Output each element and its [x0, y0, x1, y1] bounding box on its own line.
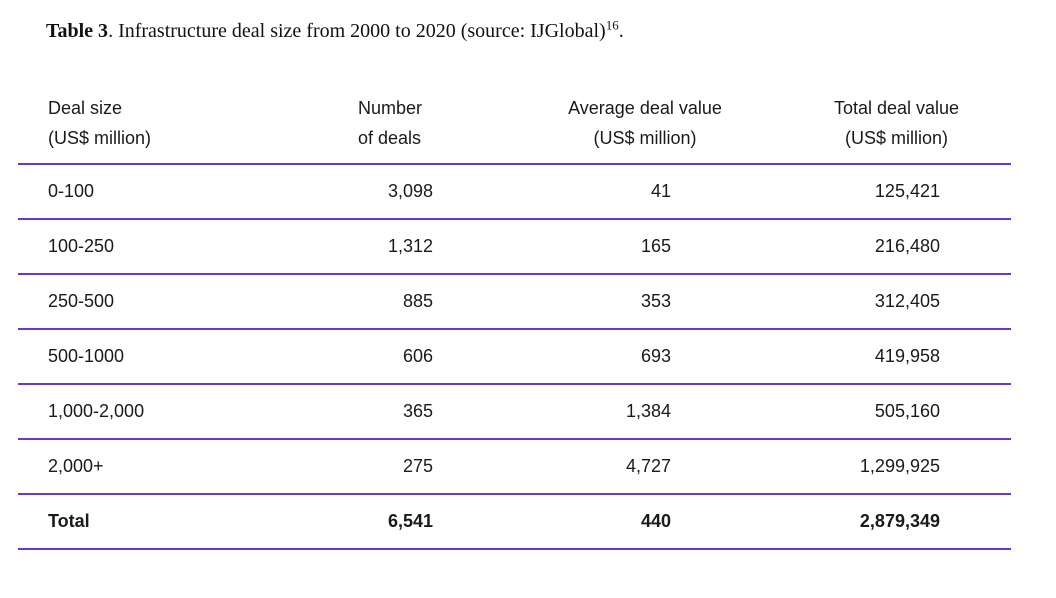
- cell-total-value: 125,421: [822, 164, 1011, 220]
- cell-num-deals: 365: [348, 384, 468, 440]
- cell-total-value: 419,958: [822, 329, 1011, 385]
- cell-deal-size: 250-500: [18, 274, 348, 330]
- table-row: 500-1000 606 693 419,958: [18, 329, 1011, 385]
- cell-total-total-value: 2,879,349: [822, 494, 1011, 550]
- cell-num-deals: 275: [348, 439, 468, 495]
- col-header-line: (US$ million): [844, 128, 949, 148]
- cell-deal-size: 1,000-2,000: [18, 384, 348, 440]
- col-header-line: Deal size: [48, 98, 123, 118]
- cell-total-value: 312,405: [822, 274, 1011, 330]
- cell-avg-value: 165: [468, 219, 822, 275]
- cell-num-deals: 606: [348, 329, 468, 385]
- col-header-deal-size: Deal size (US$ million): [18, 93, 348, 165]
- table-caption-label: Table 3: [46, 20, 109, 42]
- cell-deal-size: 2,000+: [18, 439, 348, 495]
- cell-deal-size: 0-100: [18, 164, 348, 220]
- table-row: 1,000-2,000 365 1,384 505,160: [18, 384, 1011, 440]
- col-header-line: Total deal value: [833, 98, 960, 118]
- table-caption-text: . Infrastructure deal size from 2000 to …: [108, 20, 606, 42]
- table-row: 2,000+ 275 4,727 1,299,925: [18, 439, 1011, 495]
- table-header-row: Deal size (US$ million) Number of deals …: [18, 93, 1011, 165]
- col-header-line: (US$ million): [48, 128, 152, 148]
- cell-total-value: 505,160: [822, 384, 1011, 440]
- cell-num-deals: 1,312: [348, 219, 468, 275]
- col-header-line: Number: [358, 98, 423, 118]
- table-total-row: Total 6,541 440 2,879,349: [18, 494, 1011, 550]
- table-row: 250-500 885 353 312,405: [18, 274, 1011, 330]
- cell-deal-size: 500-1000: [18, 329, 348, 385]
- col-header-total-deal-value: Total deal value (US$ million): [822, 93, 1011, 165]
- cell-avg-value: 693: [468, 329, 822, 385]
- cell-total-num-deals: 6,541: [348, 494, 468, 550]
- cell-total-avg-value: 440: [468, 494, 822, 550]
- cell-avg-value: 41: [468, 164, 822, 220]
- cell-total-label: Total: [18, 494, 348, 550]
- table-row: 0-100 3,098 41 125,421: [18, 164, 1011, 220]
- footnote-reference: 16: [605, 17, 619, 33]
- col-header-average-deal-value: Average deal value (US$ million): [468, 93, 822, 165]
- cell-num-deals: 885: [348, 274, 468, 330]
- cell-deal-size: 100-250: [18, 219, 348, 275]
- col-header-line: Average deal value: [568, 98, 722, 118]
- col-header-line: (US$ million): [593, 128, 697, 148]
- cell-avg-value: 4,727: [468, 439, 822, 495]
- cell-total-value: 216,480: [822, 219, 1011, 275]
- cell-num-deals: 3,098: [348, 164, 468, 220]
- cell-total-value: 1,299,925: [822, 439, 1011, 495]
- table-caption-suffix: .: [618, 20, 624, 42]
- cell-avg-value: 1,384: [468, 384, 822, 440]
- col-header-number-of-deals: Number of deals: [348, 93, 468, 165]
- table-caption: Table 3. Infrastructure deal size from 2…: [0, 0, 1056, 43]
- col-header-line: of deals: [358, 128, 422, 148]
- table-row: 100-250 1,312 165 216,480: [18, 219, 1011, 275]
- cell-avg-value: 353: [468, 274, 822, 330]
- deal-size-table: Deal size (US$ million) Number of deals …: [18, 93, 1011, 550]
